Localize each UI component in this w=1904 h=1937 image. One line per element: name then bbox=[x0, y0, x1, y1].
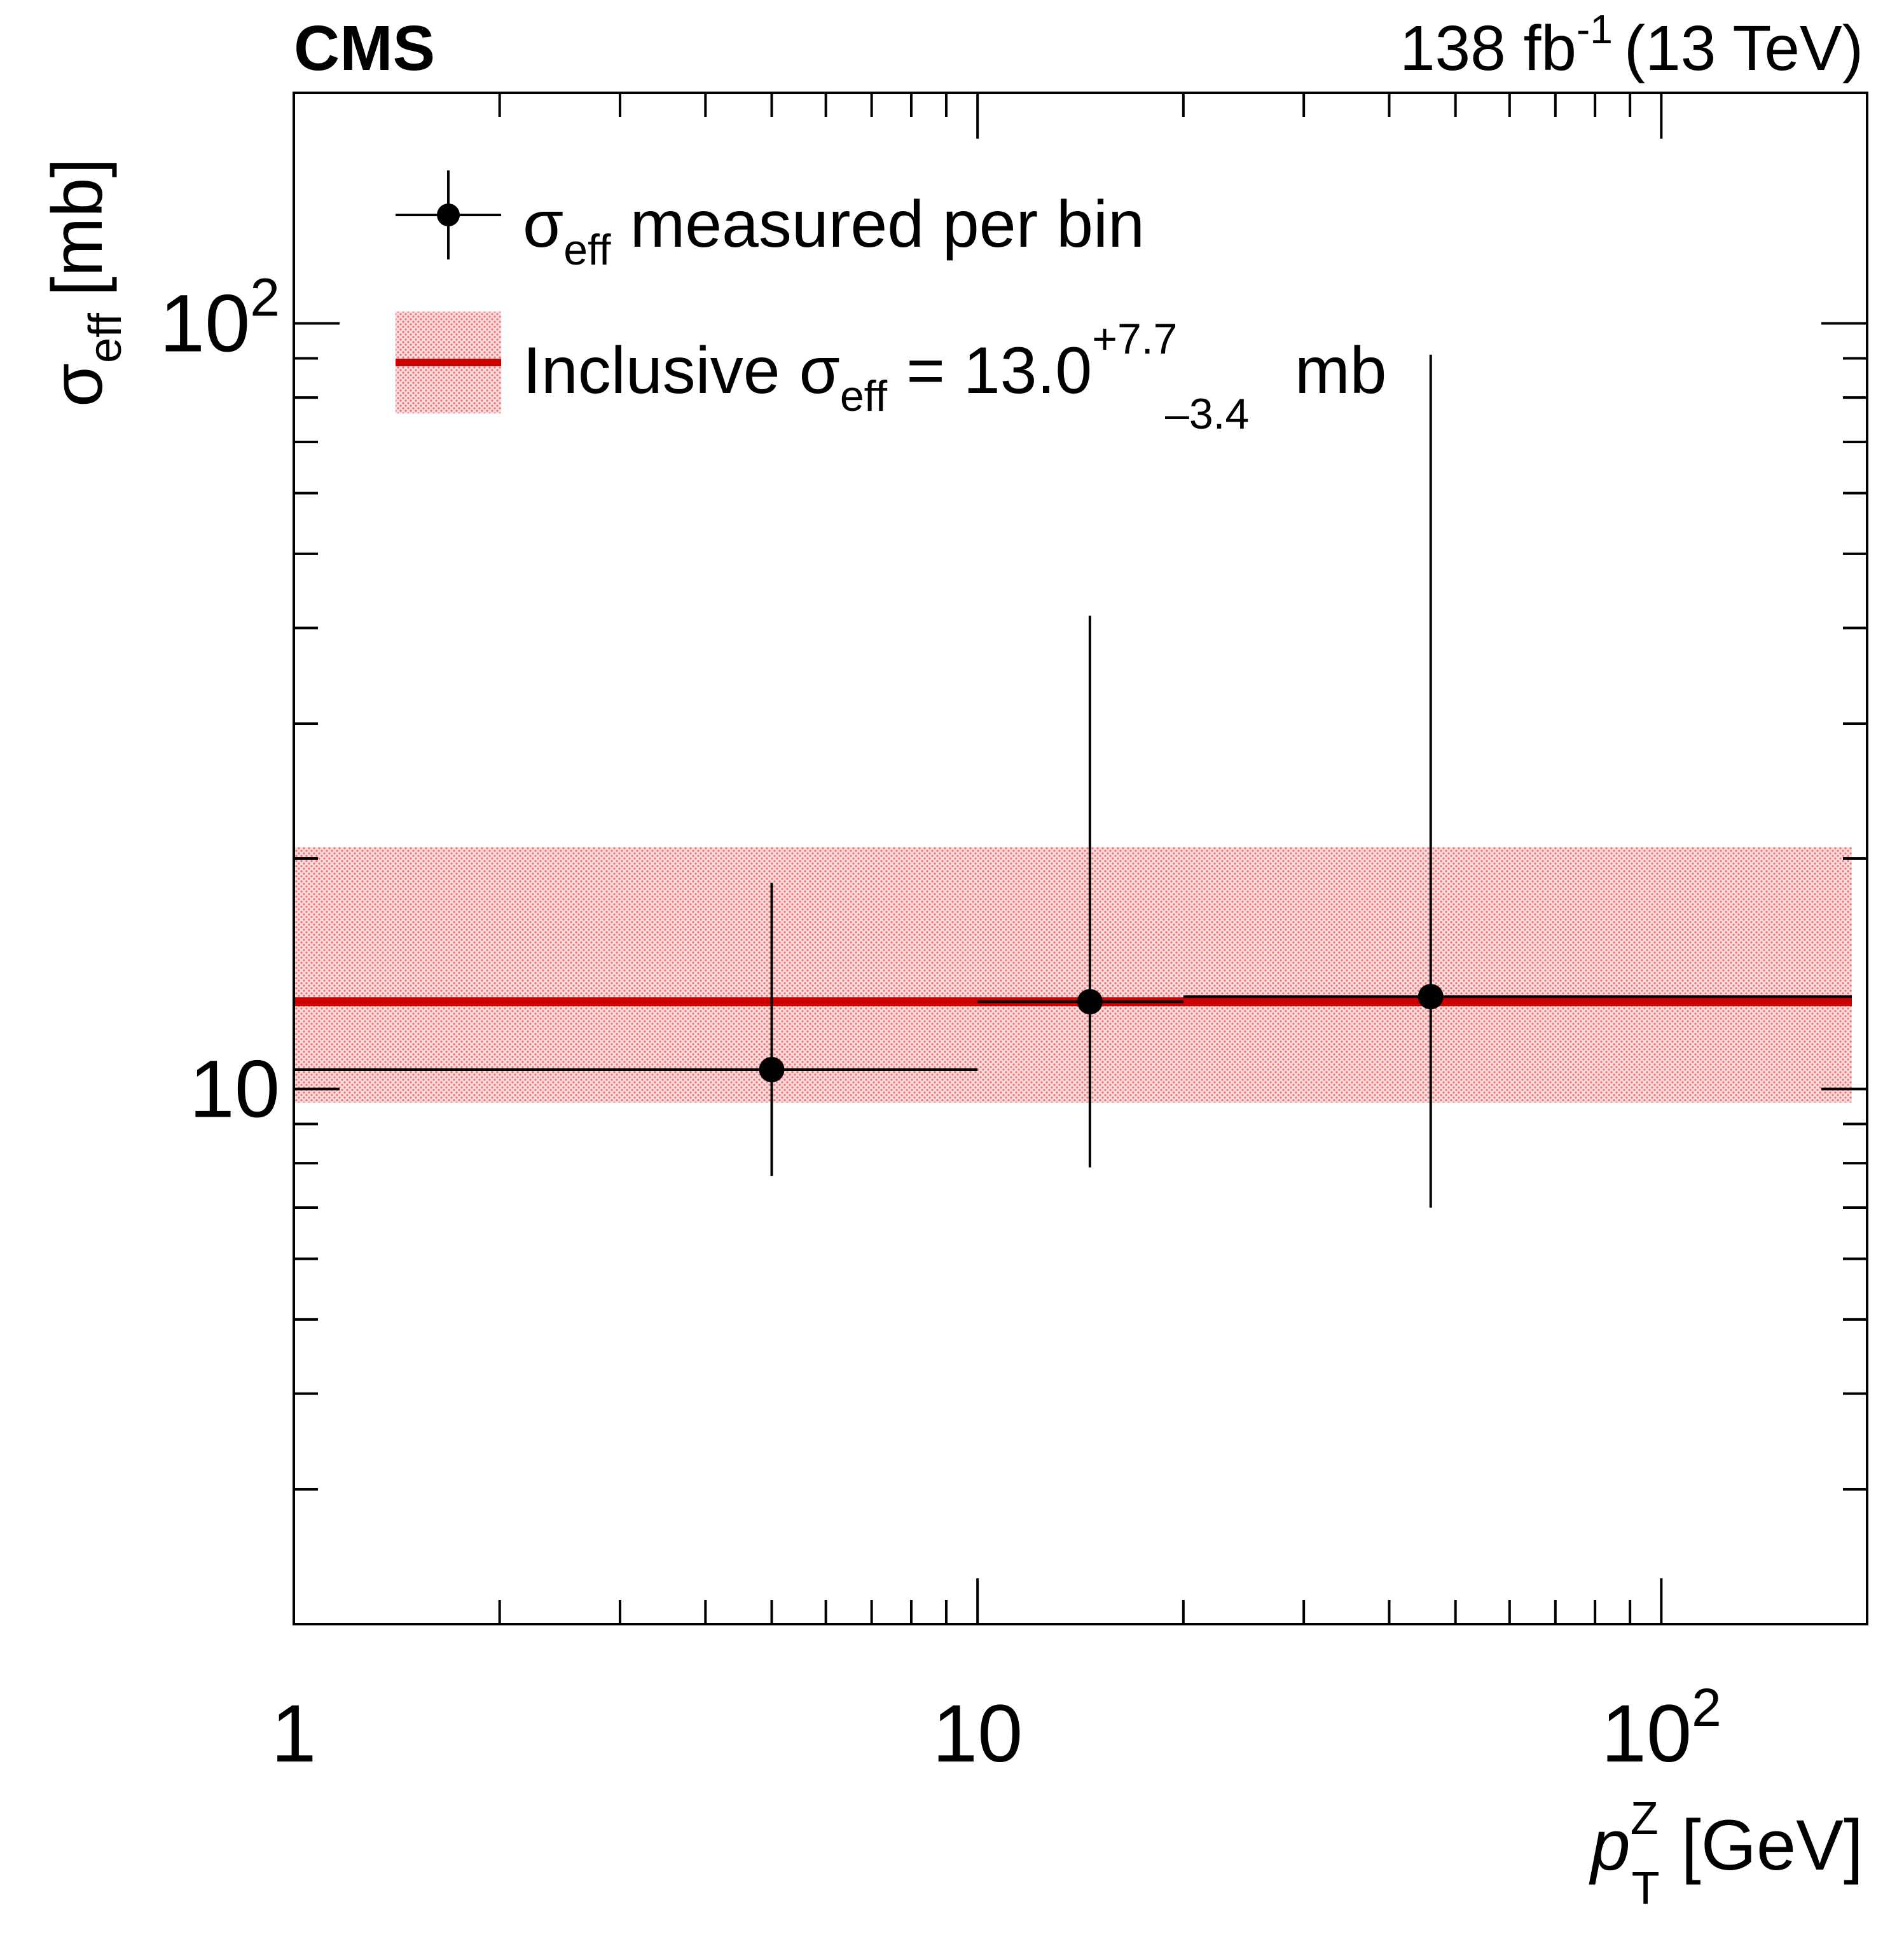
x-axis-sub: T bbox=[1632, 1863, 1660, 1914]
data-marker bbox=[759, 1056, 785, 1082]
legend-marker-measured bbox=[396, 170, 501, 259]
axis-ticks bbox=[293, 92, 1868, 1625]
x-tick-labels: 1 10 102 bbox=[271, 1678, 1721, 1779]
legend-measured-text: measured per bin bbox=[630, 188, 1145, 261]
x-tick-label-3: 102 bbox=[1601, 1678, 1721, 1779]
x-axis-title: pZ T [GeV] bbox=[1589, 1793, 1863, 1914]
legend-label-measured: σeff measured per bin bbox=[523, 188, 1145, 274]
y-axis-unit: [mb] bbox=[38, 158, 117, 296]
x-tick-label-2: 10 bbox=[932, 1688, 1023, 1779]
data-point-3 bbox=[1183, 354, 1852, 1208]
band-fill bbox=[294, 847, 1852, 1103]
legend-measured-sub: eff bbox=[563, 226, 611, 274]
y-axis-symbol: σ bbox=[38, 363, 117, 407]
legend-inclusive-down: –3.4 bbox=[1165, 390, 1249, 438]
y-axis-sub: eff bbox=[80, 312, 131, 363]
legend-inclusive-eq: = 13.0 bbox=[906, 334, 1092, 408]
legend-inclusive-symbol: σ bbox=[799, 334, 840, 408]
data-point-2 bbox=[977, 616, 1183, 1168]
lumi-value: 138 fb bbox=[1400, 13, 1576, 84]
experiment-label: CMS bbox=[294, 13, 435, 84]
data-marker bbox=[1077, 989, 1103, 1015]
data-point-1 bbox=[294, 882, 978, 1176]
legend-inclusive-unit: mb bbox=[1295, 334, 1386, 408]
y-tick-label-2: 102 bbox=[160, 267, 280, 369]
y-tick-labels: 10 102 bbox=[160, 267, 280, 1134]
measured-series bbox=[294, 354, 1852, 1208]
x-axis-symbol: p bbox=[1589, 1805, 1630, 1885]
y-tick-label-1: 10 bbox=[190, 1044, 280, 1134]
legend-marker-inclusive bbox=[396, 312, 501, 413]
legend-inclusive-prefix: Inclusive bbox=[523, 334, 780, 408]
legend: σeff measured per bin Inclusive σeff = 13.0… bbox=[396, 170, 1386, 438]
inclusive-band bbox=[294, 847, 1852, 1103]
legend-label-inclusive: Inclusive σeff = 13.0+7.7 –3.4 mb bbox=[523, 315, 1386, 438]
lumi-energy: (13 TeV) bbox=[1624, 13, 1863, 84]
y-axis-title: σeff [mb] bbox=[38, 158, 131, 407]
legend-measured-symbol: σ bbox=[523, 188, 563, 261]
lumi-exponent: -1 bbox=[1576, 6, 1613, 52]
x-axis-sup: Z bbox=[1631, 1793, 1659, 1844]
x-tick-label-1: 1 bbox=[271, 1688, 316, 1779]
luminosity-label: 138 fb-1 (13 TeV) bbox=[1400, 6, 1863, 84]
data-marker bbox=[1418, 984, 1444, 1010]
legend-inclusive-up: +7.7 bbox=[1092, 315, 1177, 363]
x-axis-unit: [GeV] bbox=[1681, 1805, 1863, 1885]
legend-inclusive-sub: eff bbox=[840, 372, 887, 420]
